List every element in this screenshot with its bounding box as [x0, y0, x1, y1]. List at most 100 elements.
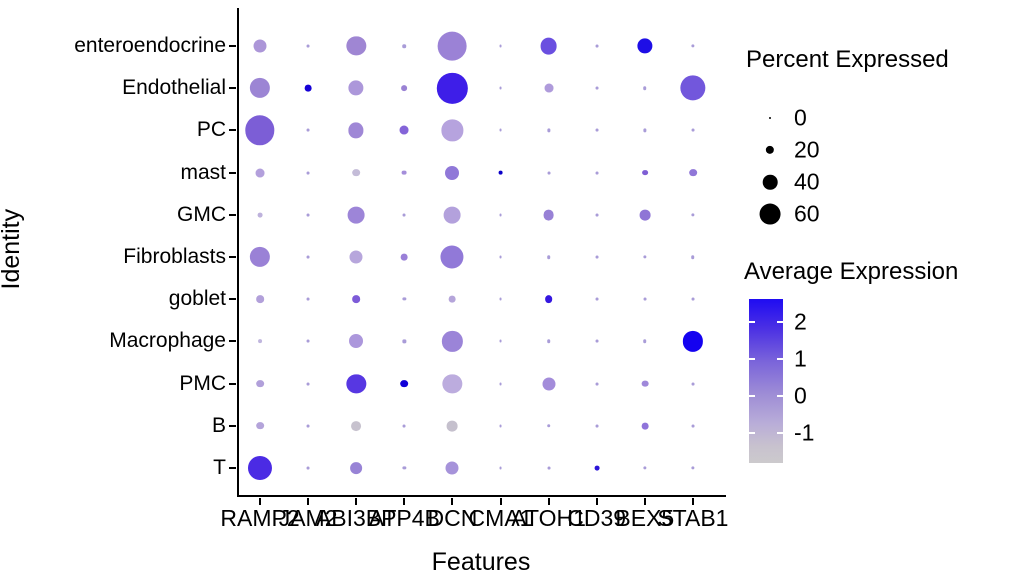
y-tick-label: Macrophage — [109, 329, 226, 353]
percent-legend-label: 60 — [794, 200, 820, 227]
expression-dot — [595, 297, 599, 301]
expression-dot — [352, 295, 361, 304]
expression-dot — [402, 424, 406, 428]
y-tick-label: Endothelial — [122, 76, 226, 100]
x-tick-label: ABI3BP — [315, 505, 397, 531]
percent-legend-label: 40 — [794, 168, 820, 195]
expression-dot — [498, 170, 503, 176]
expression-dot — [247, 455, 273, 481]
expression-dot — [546, 424, 551, 428]
expression-dot — [306, 213, 310, 217]
expression-dot — [595, 339, 599, 343]
expression-dot — [546, 255, 551, 259]
expression-dot — [499, 128, 502, 132]
expression-dot — [499, 339, 502, 343]
expression-dot — [691, 213, 695, 217]
expression-dot — [346, 373, 366, 394]
expression-dot — [306, 339, 310, 343]
expression-dot — [402, 466, 406, 470]
expression-dot — [349, 250, 363, 264]
expression-dot — [499, 44, 502, 48]
colorbar-tick-notch-left — [749, 395, 755, 397]
colorbar-tick-notch-left — [749, 321, 755, 323]
expression-dot — [346, 36, 366, 56]
expression-dot — [691, 255, 695, 259]
y-tick-label: PC — [196, 118, 226, 142]
expression-dot — [499, 466, 502, 470]
x-tick-label: CMA1 — [468, 505, 533, 531]
expression-dot — [682, 331, 704, 352]
expression-dot — [255, 168, 265, 178]
expression-dot — [400, 379, 409, 388]
expression-dot — [304, 84, 312, 92]
expression-dot — [256, 295, 264, 304]
percent-legend-dot — [765, 145, 775, 155]
expression-dot — [306, 297, 310, 301]
expression-dot — [402, 297, 406, 301]
expression-dot — [347, 206, 365, 224]
percent-legend-dot — [769, 117, 771, 119]
x-tick-mark — [595, 498, 598, 505]
expression-dot — [306, 171, 310, 175]
colorbar-tick-label: -1 — [794, 419, 815, 446]
y-tick-label: B — [211, 413, 226, 437]
expression-dot — [348, 80, 364, 96]
x-tick-mark — [691, 498, 694, 505]
expression-dot — [306, 466, 310, 470]
y-tick-mark — [229, 340, 236, 343]
expression-dot — [547, 466, 551, 470]
x-tick-label: ATP4B — [368, 505, 440, 531]
y-tick-label: enteroendocrine — [74, 34, 226, 57]
y-tick-label: Fibroblasts — [123, 245, 226, 268]
y-tick-mark — [229, 87, 236, 90]
expression-dot — [595, 255, 599, 259]
expression-dot — [306, 128, 310, 132]
x-tick-label: DCN — [427, 505, 478, 531]
expression-dot — [643, 86, 647, 90]
expression-dot — [445, 461, 459, 475]
expression-dot — [691, 382, 695, 386]
x-tick-label: JAM2 — [278, 505, 338, 531]
y-axis-title: Identity — [0, 208, 25, 290]
y-tick-mark — [229, 129, 236, 132]
percent-legend-label: 0 — [794, 104, 807, 131]
colorbar-tick-notch-right — [777, 321, 783, 323]
expression-dot — [689, 168, 697, 177]
expression-dot — [306, 44, 310, 48]
expression-dot — [643, 466, 647, 470]
expression-dot — [258, 339, 262, 344]
y-tick-mark — [229, 171, 236, 174]
expression-dot — [442, 373, 463, 394]
colorbar-tick-notch-left — [749, 358, 755, 360]
plot-panel — [237, 8, 726, 497]
expression-dot — [249, 246, 271, 268]
expression-dot — [547, 171, 551, 175]
y-tick-mark — [229, 256, 236, 258]
expression-dot — [499, 382, 502, 386]
expression-dot — [249, 78, 271, 99]
expression-dot — [499, 255, 502, 259]
expression-dot — [438, 31, 467, 61]
y-tick-label: T — [213, 456, 226, 479]
expression-dot — [401, 85, 408, 92]
expression-dot — [443, 206, 461, 224]
expression-dot — [440, 245, 464, 269]
expression-dot — [691, 297, 695, 301]
expression-dot — [402, 213, 406, 217]
expression-dot — [446, 420, 458, 432]
expression-dot — [643, 339, 647, 344]
colorbar-tick-notch-right — [777, 358, 783, 360]
y-tick-mark — [229, 382, 236, 385]
y-tick-mark — [229, 298, 236, 301]
expression-dot — [351, 420, 362, 431]
expression-dot — [546, 339, 551, 344]
x-tick-mark — [547, 498, 550, 505]
expression-dot — [402, 44, 407, 48]
y-tick-mark — [229, 213, 236, 216]
expression-dot — [449, 295, 456, 303]
expression-dot — [643, 297, 647, 301]
x-tick-label: ATOH1 — [511, 505, 586, 531]
expression-dot — [595, 171, 599, 175]
x-axis-title: Features — [431, 548, 531, 576]
